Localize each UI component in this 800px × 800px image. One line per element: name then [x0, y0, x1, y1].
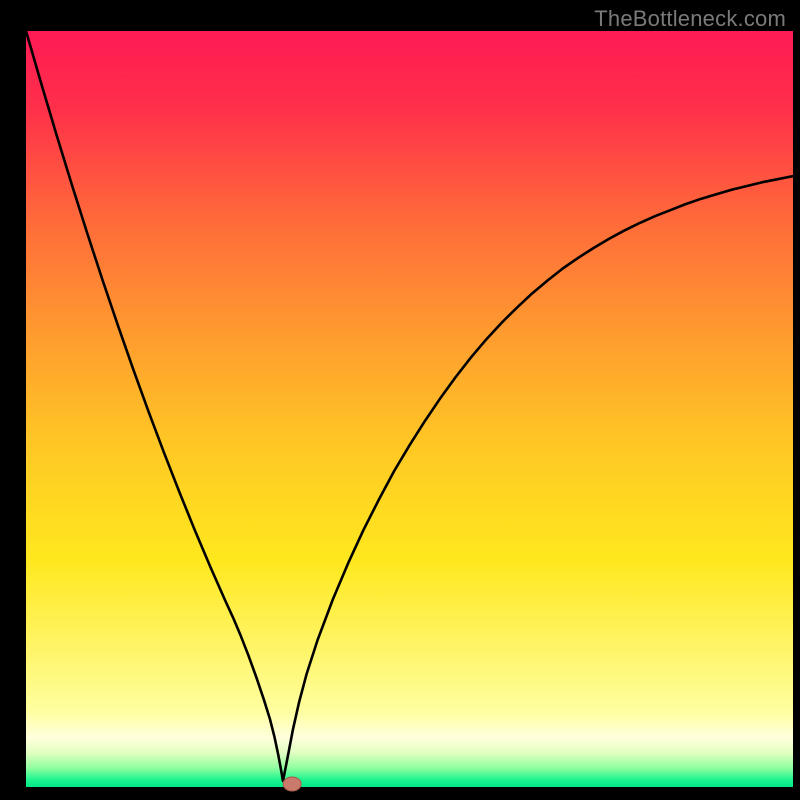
- bottleneck-chart: [0, 0, 800, 800]
- chart-frame: TheBottleneck.com: [0, 0, 800, 800]
- plot-background: [26, 31, 793, 787]
- optimal-point-marker: [283, 777, 301, 791]
